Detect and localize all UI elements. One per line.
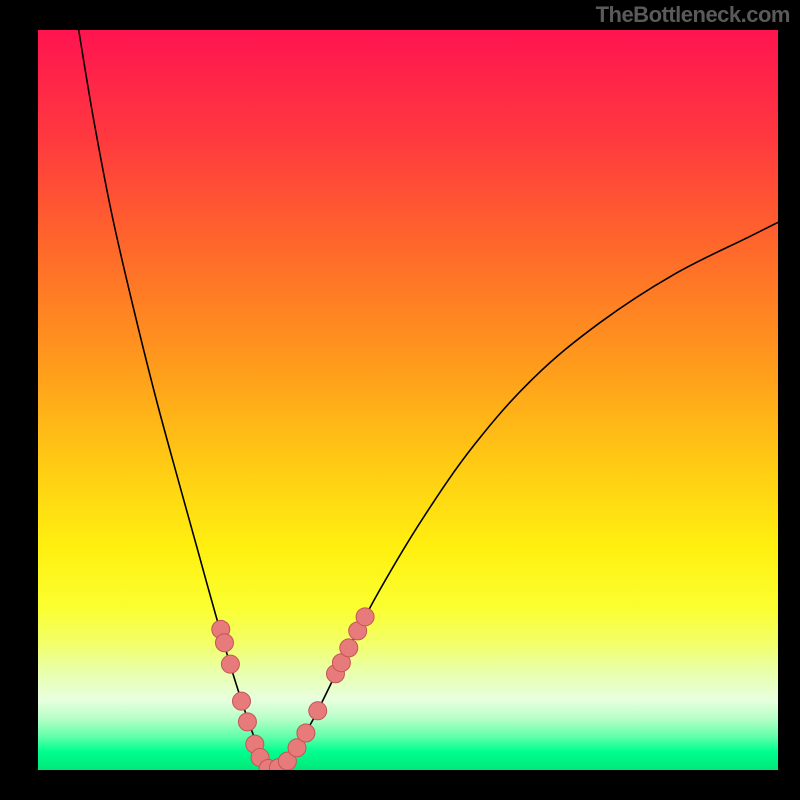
chart-container: TheBottleneck.com	[0, 0, 800, 800]
data-marker	[238, 713, 256, 731]
plot-background	[38, 30, 778, 770]
data-marker	[309, 702, 327, 720]
data-marker	[297, 724, 315, 742]
data-marker	[356, 608, 374, 626]
data-marker	[215, 634, 233, 652]
watermark-text: TheBottleneck.com	[596, 2, 790, 28]
data-marker	[233, 692, 251, 710]
data-marker	[340, 639, 358, 657]
plot-svg	[38, 30, 778, 770]
data-marker	[221, 655, 239, 673]
